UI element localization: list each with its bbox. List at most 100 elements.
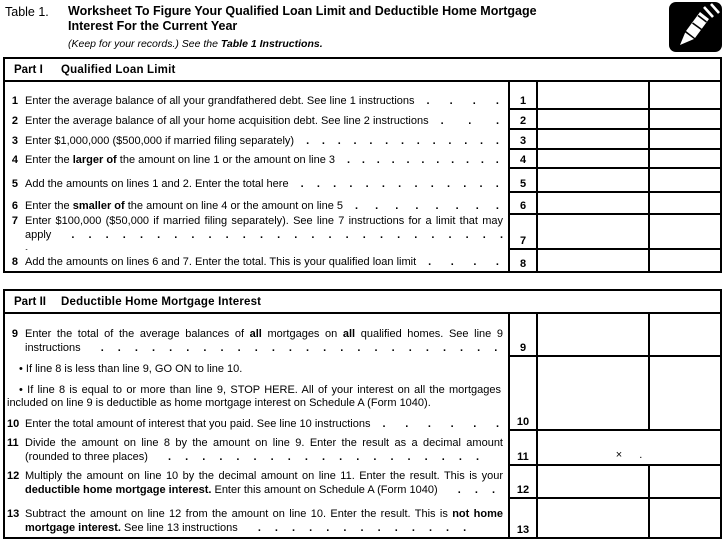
part2-title: Deductible Home Mortgage Interest — [61, 295, 262, 308]
row-description: 11 Divide the amount on line 8 by the amo… — [5, 431, 510, 466]
entry-cell-line-3[interactable] — [538, 130, 650, 150]
part1-title: Qualified Loan Limit — [61, 63, 176, 76]
title-line1: Worksheet To Figure Your Qualified Loan … — [68, 4, 537, 18]
entry-cell-line-10[interactable] — [538, 357, 650, 431]
text: Divide the amount on line 8 by the amoun… — [25, 437, 503, 463]
row-text-line: 7 Enter $100,000 ($50,000 if married fili… — [7, 215, 503, 250]
bold-text: not home mortgage interest. — [25, 508, 503, 534]
table-row-line-11: 11 Divide the amount on line 8 by the amo… — [5, 431, 720, 466]
entry-cell-line-7[interactable] — [538, 215, 650, 250]
leader-dot: . — [495, 199, 499, 212]
amount-cell-line-2[interactable] — [650, 110, 720, 130]
line-number: 1 — [11, 94, 18, 107]
amount-cell-line-3[interactable] — [650, 130, 720, 150]
text: Enter $100,000 ($50,000 if married filin… — [25, 215, 503, 241]
amount-cell-line-4[interactable] — [650, 150, 720, 169]
text: Enter $1,000,000 ($500,000 if married fi… — [25, 134, 295, 147]
decimal-entry-cell-line-11[interactable]: ×. — [538, 431, 720, 466]
leader-dot: . — [421, 153, 425, 166]
line-number-box: 1 — [510, 82, 538, 110]
leader-dot: . — [406, 153, 410, 166]
leader-dot: . — [473, 255, 477, 268]
line-description: Add the amounts on lines 6 and 7. Enter … — [25, 256, 416, 270]
leader-dot: . — [391, 153, 395, 166]
leader-dot: . — [385, 134, 389, 147]
leader-dot: . — [306, 134, 310, 147]
amount-cell-line-7[interactable] — [650, 215, 720, 250]
bold-text: larger of — [72, 153, 117, 166]
part2-rows: 9 Enter the total of the average balances… — [5, 314, 720, 537]
leader-dot: . — [432, 134, 436, 147]
text: Add the amounts on lines 1 and 2. Enter … — [25, 177, 289, 190]
amount-cell-line-13[interactable] — [650, 499, 720, 537]
amount-cell-line-12[interactable] — [650, 466, 720, 499]
line-number-box: 10 — [510, 357, 538, 431]
line-number-box: 9 — [510, 314, 538, 357]
entry-cell-line-1[interactable] — [538, 82, 650, 110]
leader-dot: . — [495, 177, 499, 190]
leader-dot: . — [349, 177, 353, 190]
line-description: Enter the total of the average balances … — [25, 328, 503, 355]
leader-dot: . — [440, 114, 444, 127]
row-text-line: 12 Multiply the amount on line 10 by the … — [7, 470, 503, 497]
row-description: 4 Enter the larger of the amount on line … — [5, 150, 510, 169]
entry-cell-line-8[interactable] — [538, 250, 650, 271]
entry-cell-line-2[interactable] — [538, 110, 650, 130]
leader-dot: . — [495, 114, 499, 127]
multiply-sign: × — [615, 449, 623, 461]
amount-cell-line-1[interactable] — [650, 82, 720, 110]
table-label: Table 1. — [5, 5, 49, 19]
leader-dot: . — [405, 417, 409, 430]
leader-dot: . — [468, 114, 472, 127]
decimal-point: . — [639, 449, 643, 461]
amount-cell-line-5[interactable] — [650, 169, 720, 193]
text: Add the amounts on lines 6 and 7. Enter … — [25, 255, 417, 268]
entry-cell-line-13[interactable] — [538, 499, 650, 537]
row-text-line: 11 Divide the amount on line 8 by the amo… — [7, 437, 503, 464]
line-number-box: 2 — [510, 110, 538, 130]
entry-cell-line-4[interactable] — [538, 150, 650, 169]
leader-dot: . — [365, 177, 369, 190]
part2-label: Part II — [14, 295, 46, 308]
text: Enter the average balance of all your ho… — [25, 114, 429, 127]
text: Subtract the amount on line 12 from the … — [25, 508, 453, 520]
leader-dot: . — [415, 199, 419, 212]
pencil-icon — [669, 2, 722, 52]
amount-cell-line-10[interactable] — [650, 357, 720, 431]
leader-dot: . — [428, 255, 432, 268]
table-row-line-12: 12 Multiply the amount on line 10 by the … — [5, 466, 720, 499]
leader-dot: . — [400, 134, 404, 147]
amount-cell-line-6[interactable] — [650, 193, 720, 215]
dotted-leader: .... — [415, 95, 503, 109]
leader-dot: . — [466, 153, 470, 166]
entry-cell-line-5[interactable] — [538, 169, 650, 193]
bullet-item: • If line 8 is equal to or more than lin… — [7, 383, 501, 410]
leader-dot: . — [375, 199, 379, 212]
leader-dot: . — [337, 134, 341, 147]
line-number: 8 — [11, 255, 18, 268]
leader-dot: . — [450, 417, 454, 430]
line-number-box: 11 — [510, 431, 538, 466]
line-number: 11 — [7, 437, 19, 449]
leader-dot: . — [495, 153, 499, 166]
amount-cell-line-9[interactable] — [650, 314, 720, 357]
worksheet-subtitle: (Keep for your records.) See the Table 1… — [68, 38, 323, 50]
title-line2: Interest For the Current Year — [68, 19, 238, 33]
row-text-line: 1 Enter the average balance of all your g… — [7, 95, 503, 109]
amount-cell-line-8[interactable] — [650, 250, 720, 271]
line-number: 5 — [11, 177, 18, 190]
entry-cell-line-9[interactable] — [538, 314, 650, 357]
table-row-line-13: 13 Subtract the amount on line 12 from th… — [5, 499, 720, 537]
dotted-leader: ........ — [343, 200, 503, 214]
row-description: 2 Enter the average balance of all your h… — [5, 110, 510, 130]
entry-cell-line-6[interactable] — [538, 193, 650, 215]
line-number: 12 — [7, 470, 20, 482]
entry-cell-line-12[interactable] — [538, 466, 650, 499]
table-row-line-10: • If line 8 is less than line 9, GO ON t… — [5, 357, 720, 431]
leader-dot: . — [495, 255, 499, 268]
row-description: 12 Multiply the amount on line 10 by the … — [5, 466, 510, 499]
leader-dot: . — [316, 177, 320, 190]
leader-dot: . — [455, 199, 459, 212]
part1-rows: 1 Enter the average balance of all your g… — [5, 82, 720, 271]
leader-dot: . — [479, 177, 483, 190]
